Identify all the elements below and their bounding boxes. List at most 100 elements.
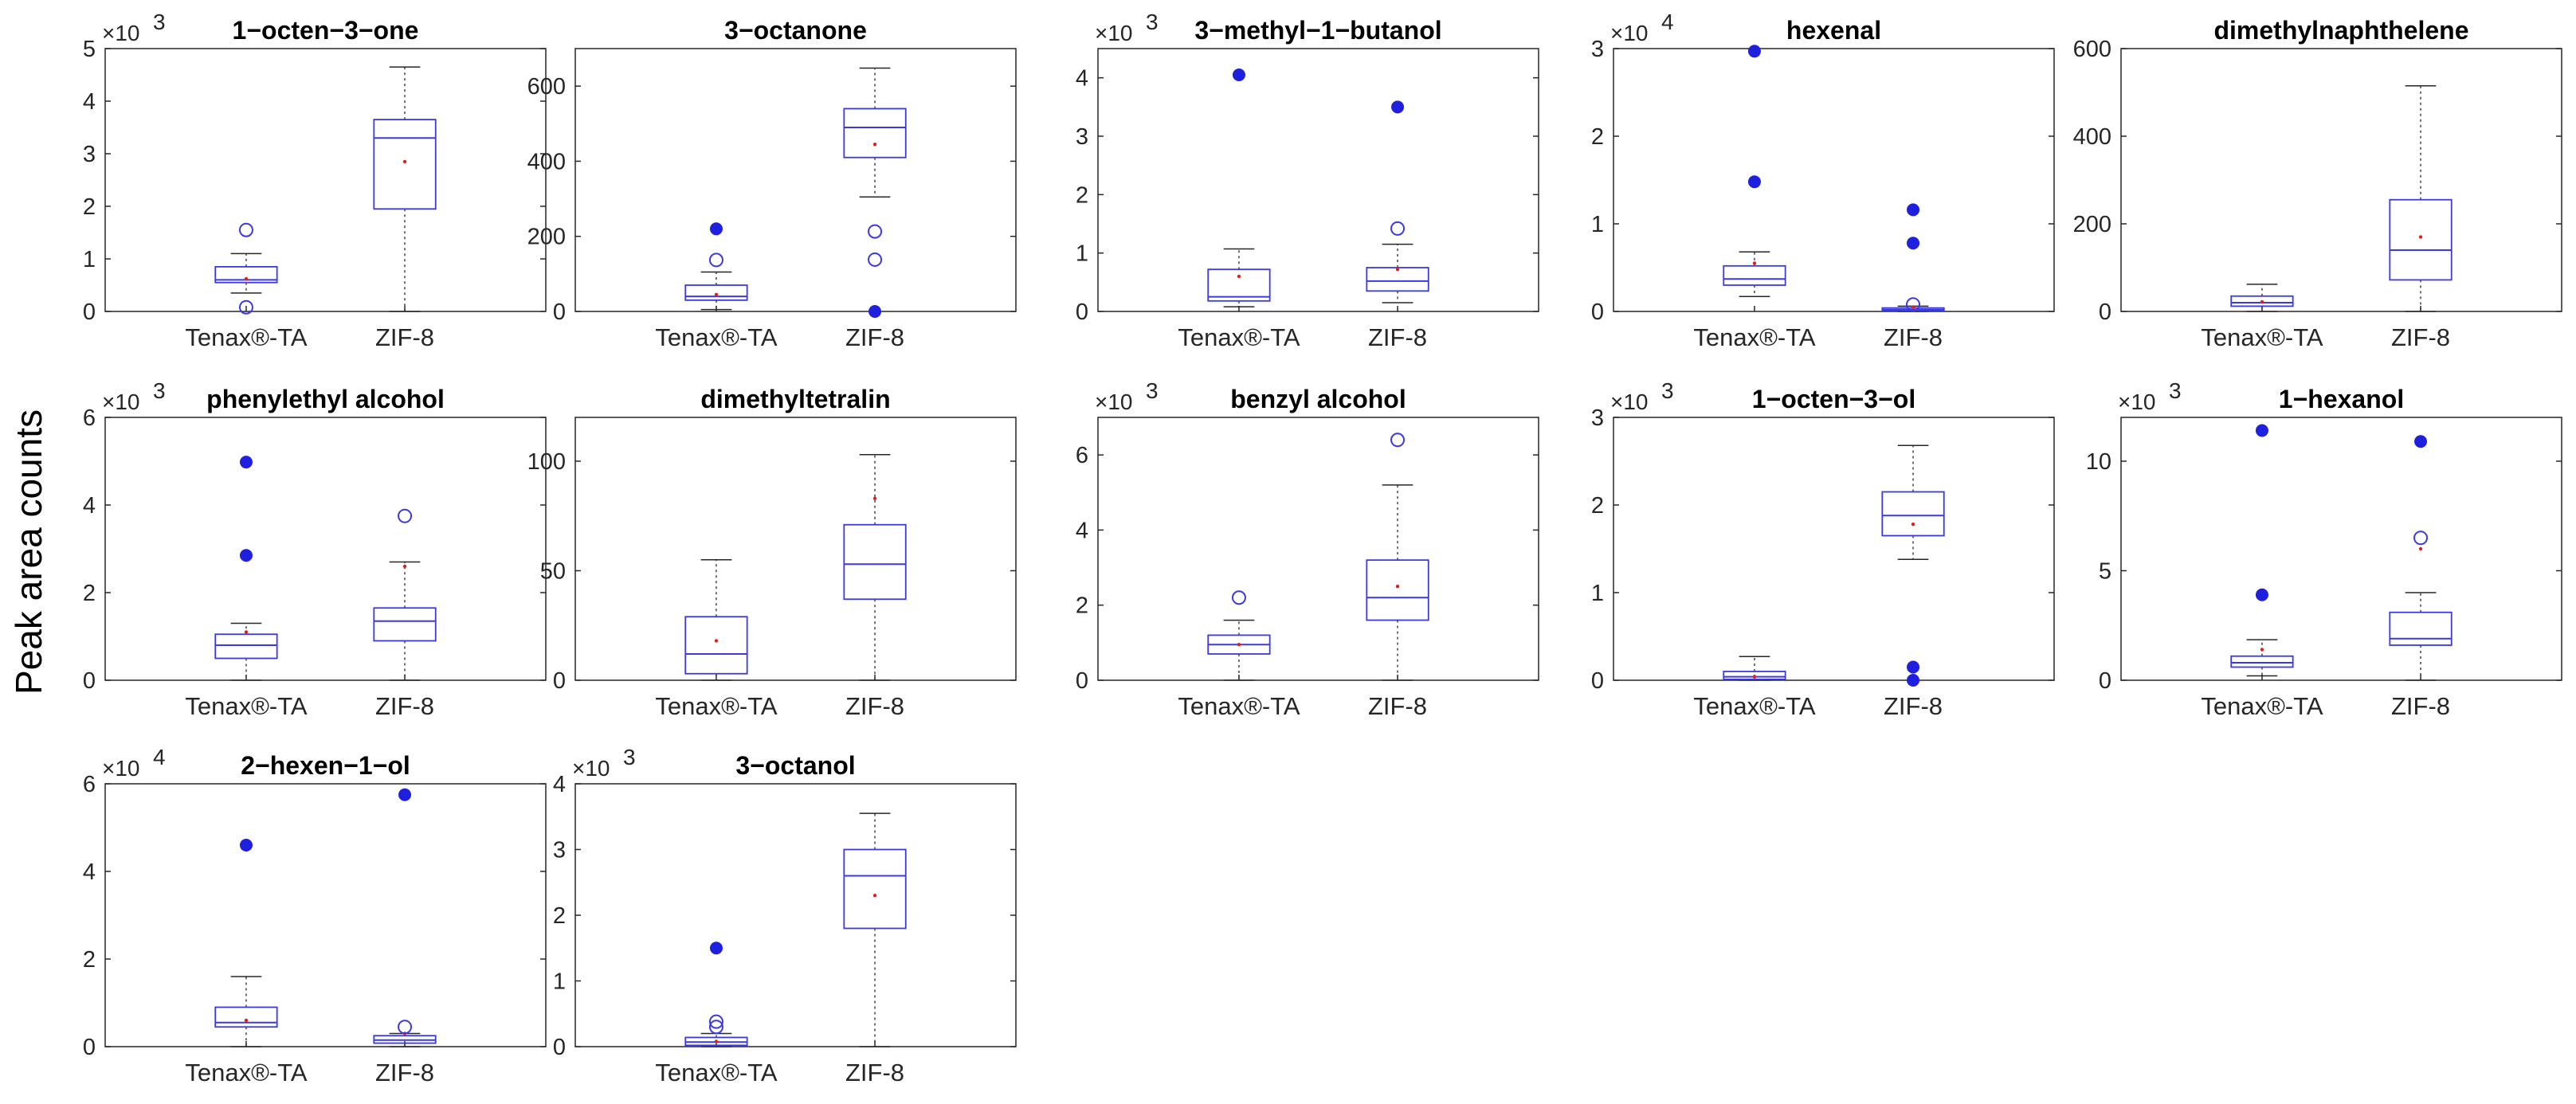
y-tick-label: 0: [1591, 668, 1604, 694]
y-tick-label: 3: [553, 838, 566, 863]
y-tick-label: 4: [83, 859, 96, 885]
outlier-open: [398, 1020, 413, 1035]
subplot-title: 3−octanol: [735, 751, 855, 780]
boxplot-1: [843, 454, 907, 681]
y-tick-label: 1: [83, 247, 96, 272]
outlier-filled: [1907, 674, 1920, 687]
outlier-filled: [709, 222, 723, 236]
y-multiplier: ×10: [2118, 390, 2156, 414]
y-tick-label: 0: [1076, 299, 1088, 325]
y-multiplier: ×10: [102, 756, 140, 781]
category-label: ZIF-8: [1884, 692, 1943, 720]
mean-marker: [2418, 235, 2423, 239]
iqr-box: [2389, 198, 2452, 281]
category-label: ZIF-8: [2391, 323, 2450, 351]
y-tick-label: 0: [2099, 668, 2111, 694]
y-tick-label: 2: [83, 947, 96, 973]
category-label: Tenax®-TA: [2201, 692, 2323, 720]
y-tick-label: 5: [2099, 559, 2111, 585]
y-multiplier-exponent: 3: [153, 10, 166, 34]
axes-frame: [2120, 48, 2562, 312]
iqr-box: [214, 1006, 278, 1028]
y-multiplier-exponent: 3: [623, 745, 636, 769]
y-tick-label: 1: [553, 969, 566, 995]
outlier-open: [708, 1014, 723, 1029]
axes-frame: [1097, 417, 1539, 681]
y-tick-label: 0: [83, 1035, 96, 1060]
boxplot-0: [1723, 45, 1786, 298]
y-multiplier: ×10: [572, 756, 610, 781]
subplot-title: 1−octen−3−ol: [1752, 385, 1915, 413]
y-tick-label: 600: [2073, 37, 2111, 62]
outlier-filled: [1232, 69, 1245, 81]
y-multiplier: ×10: [1095, 21, 1133, 45]
mean-marker: [1752, 675, 1757, 679]
boxplot-0: [2230, 424, 2294, 677]
category-label: ZIF-8: [1368, 692, 1427, 720]
iqr-box: [214, 265, 278, 284]
boxplot-1: [1366, 100, 1429, 303]
subplot-title: benzyl alcohol: [1230, 385, 1406, 413]
subplot: 0 2 4 6×10 4 2−hexen−1−ol Tenax®-TA ZIF-8: [83, 745, 547, 1086]
subplot: 0 1 2 3 4×10 3 3−octanol Tenax®-TA ZIF-8: [553, 745, 1017, 1086]
mean-marker: [1237, 643, 1241, 647]
y-tick-label: 6: [83, 772, 96, 797]
outlier-filled: [1747, 175, 1761, 189]
mean-marker: [2418, 546, 2423, 551]
boxplot-0: [214, 222, 278, 315]
y-multiplier-exponent: 4: [1661, 10, 1674, 34]
subplot: 0 2 4 6 ×10 3 benzyl alcohol Tenax®-TA ZIF-8: [1076, 378, 1539, 720]
y-tick-label: 6: [83, 405, 96, 431]
category-label: Tenax®-TA: [655, 1059, 778, 1086]
subplot-title: dimethylnaphthelene: [2213, 16, 2468, 45]
y-tick-label: 0: [553, 668, 566, 694]
outlier-open: [708, 253, 723, 268]
boxplot-0: [214, 456, 278, 681]
boxplot-1: [843, 812, 907, 1047]
y-tick-label: 4: [83, 89, 96, 115]
outlier-filled: [1907, 237, 1920, 250]
category-label: ZIF-8: [375, 692, 434, 720]
category-label: ZIF-8: [375, 1059, 434, 1086]
axes-frame: [2120, 417, 2562, 681]
mean-marker: [244, 1018, 249, 1023]
y-tick-label: 0: [83, 668, 96, 694]
mean-marker: [244, 276, 249, 281]
y-multiplier: ×10: [102, 21, 140, 45]
category-label: ZIF-8: [845, 1059, 904, 1086]
y-tick-label: 400: [527, 149, 566, 174]
y-tick-label: 2: [1076, 182, 1088, 208]
category-label: Tenax®-TA: [1178, 323, 1300, 351]
y-tick-label: 3: [1591, 405, 1604, 431]
y-tick-label: 4: [553, 772, 566, 797]
y-tick-label: 1: [1076, 241, 1088, 267]
y-tick-label: 3: [1076, 124, 1088, 150]
y-tick-label: 3: [1591, 37, 1604, 62]
category-label: Tenax®-TA: [185, 692, 308, 720]
y-tick-label: 0: [553, 1035, 566, 1060]
y-tick-label: 3: [83, 142, 96, 167]
category-label: ZIF-8: [845, 692, 904, 720]
outlier-filled: [2255, 588, 2268, 601]
mean-marker: [2260, 648, 2264, 652]
y-tick-label: 1: [1591, 581, 1604, 606]
boxplot-0: [684, 222, 748, 311]
boxplot-1: [843, 67, 907, 318]
y-tick-label: 200: [2073, 212, 2111, 237]
outlier-open: [1390, 433, 1406, 448]
y-multiplier-exponent: 3: [1146, 378, 1159, 403]
axes-frame: [1097, 48, 1539, 312]
outlier-open: [708, 1020, 723, 1035]
outlier-filled: [1907, 203, 1920, 217]
y-multiplier: ×10: [1095, 390, 1133, 414]
subplot-title: 2−hexen−1−ol: [241, 751, 410, 780]
y-multiplier-exponent: 3: [1146, 10, 1159, 34]
y-tick-label: 0: [2099, 299, 2111, 325]
iqr-box: [1366, 559, 1429, 621]
subplot-title: dimethyltetralin: [700, 385, 890, 413]
boxplot-1: [373, 508, 437, 681]
iqr-box: [1723, 264, 1786, 286]
subplot: 0 1 2 3 4 5×10 3 1−octen−3−one Tenax®-TA ZIF-8: [83, 10, 547, 351]
axes-frame: [574, 48, 1017, 312]
